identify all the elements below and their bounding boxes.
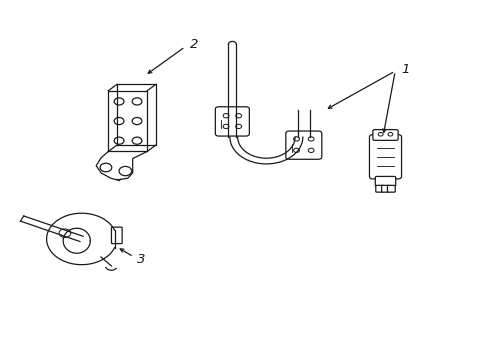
Circle shape	[223, 124, 228, 129]
Circle shape	[114, 98, 123, 105]
FancyBboxPatch shape	[381, 185, 388, 192]
Text: 3: 3	[136, 253, 144, 266]
FancyBboxPatch shape	[285, 131, 321, 159]
Circle shape	[387, 132, 392, 136]
FancyBboxPatch shape	[372, 130, 397, 140]
FancyBboxPatch shape	[111, 227, 122, 244]
FancyBboxPatch shape	[215, 107, 249, 136]
FancyBboxPatch shape	[386, 185, 394, 192]
FancyBboxPatch shape	[374, 176, 395, 186]
Circle shape	[293, 137, 299, 141]
Circle shape	[132, 117, 142, 125]
Circle shape	[235, 113, 241, 118]
FancyBboxPatch shape	[369, 135, 401, 179]
Text: 1: 1	[400, 63, 408, 76]
Circle shape	[114, 117, 123, 125]
Circle shape	[307, 148, 313, 153]
Circle shape	[235, 124, 241, 129]
Text: 2: 2	[189, 39, 198, 51]
Circle shape	[132, 137, 142, 144]
Circle shape	[119, 166, 131, 176]
Circle shape	[307, 137, 313, 141]
Circle shape	[377, 132, 382, 136]
FancyBboxPatch shape	[375, 185, 383, 192]
Circle shape	[100, 163, 112, 172]
Circle shape	[293, 148, 299, 153]
Circle shape	[132, 98, 142, 105]
Circle shape	[223, 113, 228, 118]
Circle shape	[114, 137, 123, 144]
